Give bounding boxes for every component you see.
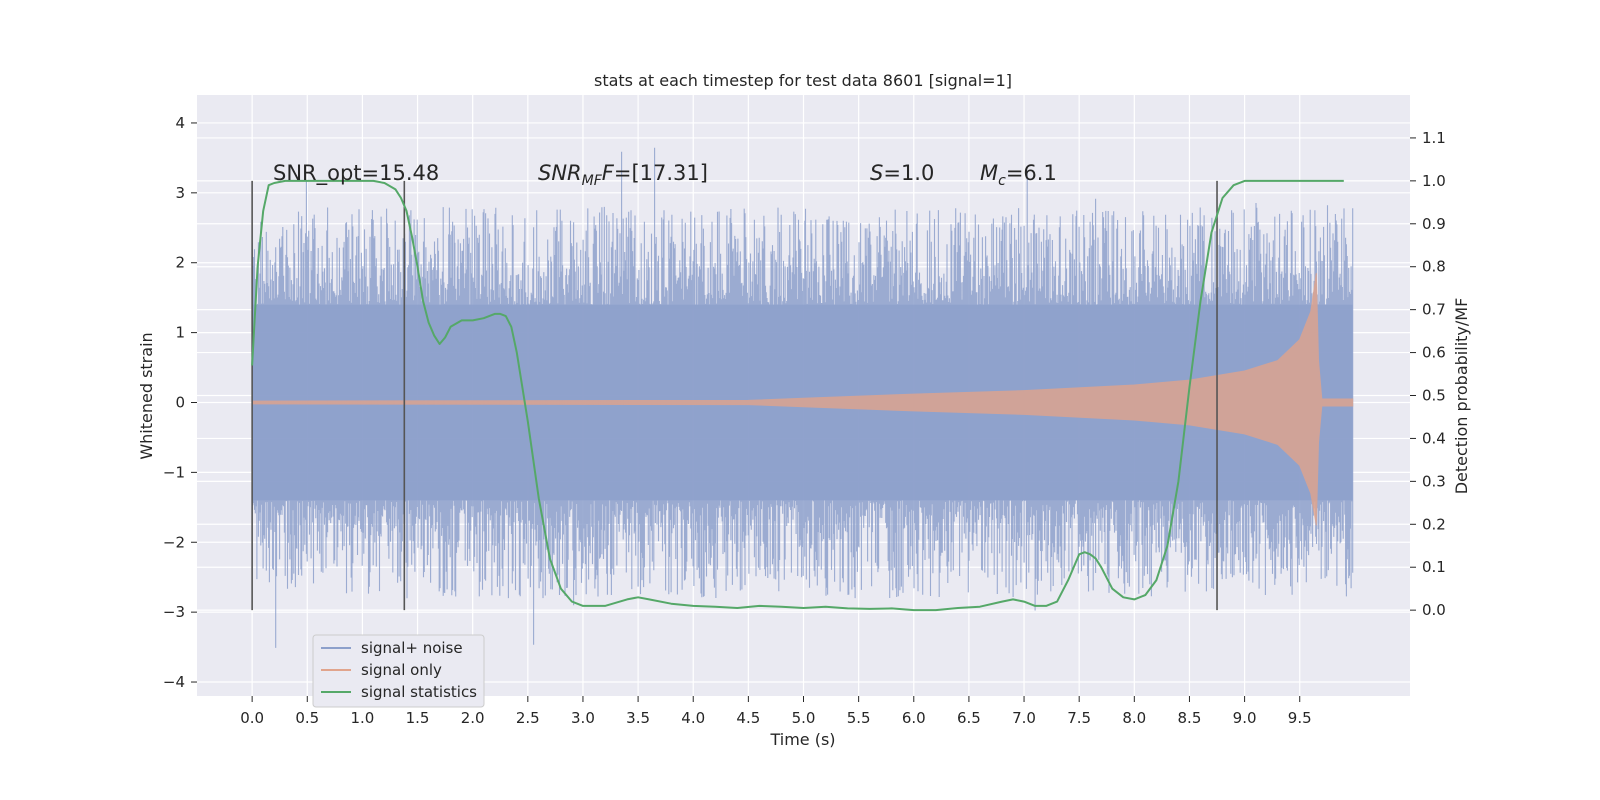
y2-tick-label: 0.1 bbox=[1422, 558, 1446, 576]
x-tick-label: 2.5 bbox=[516, 709, 540, 727]
y-axis-ticks: 4 3 2 1 0 −1 −2 −3 −4 bbox=[163, 114, 197, 691]
y-tick-label: −3 bbox=[163, 603, 185, 621]
statistics-line bbox=[251, 179, 1344, 612]
x-tick-label: 8.0 bbox=[1122, 709, 1146, 727]
y2-tick-label: 0.9 bbox=[1422, 215, 1446, 233]
x-tick-label: 3.0 bbox=[571, 709, 595, 727]
signal-only-series bbox=[251, 273, 1354, 526]
annotation-s-main: S bbox=[870, 161, 883, 185]
y2-tick-label: 0.7 bbox=[1422, 301, 1446, 319]
x-tick-label: 7.0 bbox=[1012, 709, 1036, 727]
legend-box bbox=[312, 634, 485, 708]
y2-tick-label: 0.2 bbox=[1422, 515, 1446, 533]
x-axis-label: Time (s) bbox=[769, 730, 835, 749]
x-tick-label: 7.5 bbox=[1067, 709, 1091, 727]
annotation-snr-mf-f: F bbox=[602, 161, 615, 185]
y2-tick-label: 0.3 bbox=[1422, 472, 1446, 490]
y-tick-label: 3 bbox=[175, 184, 185, 202]
y-tick-label: −4 bbox=[163, 673, 185, 691]
y-tick-label: 2 bbox=[175, 254, 185, 272]
x-tick-label: 1.0 bbox=[350, 709, 374, 727]
y2-tick-label: 0.0 bbox=[1422, 601, 1446, 619]
annotation-snr-mf-sub: MF bbox=[582, 173, 603, 189]
signal-envelope bbox=[251, 273, 1354, 526]
x-tick-label: 8.5 bbox=[1178, 709, 1202, 727]
y-tick-label: 4 bbox=[175, 114, 185, 132]
y2-tick-label: 0.5 bbox=[1422, 387, 1446, 405]
x-axis-ticks: 0.0 0.5 1.0 1.5 2.0 2.5 3.0 3.5 4.0 4.5 5.0 5.5 6.0 6… bbox=[240, 696, 1312, 727]
x-tick-label: 5.5 bbox=[847, 709, 871, 727]
y-tick-label: 0 bbox=[175, 393, 185, 411]
annotation-s: S=1.0 bbox=[870, 161, 934, 185]
x-tick-label: 9.5 bbox=[1288, 709, 1312, 727]
x-tick-label: 3.5 bbox=[626, 709, 650, 727]
x-tick-label: 1.5 bbox=[406, 709, 430, 727]
y2-axis-label: Detection probability/MF bbox=[1452, 298, 1471, 495]
x-tick-label: 2.0 bbox=[461, 709, 485, 727]
annotation-mc-main: M bbox=[980, 161, 998, 185]
x-tick-label: 4.0 bbox=[681, 709, 705, 727]
x-tick-label: 6.5 bbox=[957, 709, 981, 727]
legend: signal+ noise signal only signal statist… bbox=[312, 634, 485, 708]
y2-tick-label: 0.4 bbox=[1422, 429, 1446, 447]
x-tick-label: 4.5 bbox=[736, 709, 760, 727]
y2-tick-label: 0.8 bbox=[1422, 258, 1446, 276]
y-tick-label: 1 bbox=[175, 324, 185, 342]
annotation-mc: Mc=6.1 bbox=[980, 161, 1057, 189]
annotation-mc-rest: =6.1 bbox=[1006, 161, 1057, 185]
annotation-snr-mf: SNRMFF=[17.31] bbox=[538, 161, 708, 189]
x-tick-label: 9.0 bbox=[1233, 709, 1257, 727]
y-axis-label: Whitened strain bbox=[137, 332, 156, 459]
y2-tick-label: 1.1 bbox=[1422, 129, 1446, 147]
annotation-snr-mf-main: SNR bbox=[538, 161, 582, 185]
y2-axis-ticks: 1.1 1.0 0.9 0.8 0.7 0.6 0.5 0.4 0.3 0.2 0.1 0.0 bbox=[1410, 129, 1446, 619]
legend-label-noise: signal+ noise bbox=[361, 639, 463, 657]
annotation-s-rest: =1.0 bbox=[883, 161, 934, 185]
y2-tick-label: 0.6 bbox=[1422, 344, 1446, 362]
x-tick-label: 0.5 bbox=[295, 709, 319, 727]
legend-label-stats: signal statistics bbox=[361, 683, 477, 701]
x-tick-label: 5.0 bbox=[792, 709, 816, 727]
annotation-snr-mf-rest: =[17.31] bbox=[614, 161, 708, 185]
chart-title: stats at each timestep for test data 860… bbox=[594, 71, 1012, 90]
annotation-snr-opt: SNR_opt=15.48 bbox=[273, 161, 439, 186]
x-tick-label: 6.0 bbox=[902, 709, 926, 727]
vertical-markers bbox=[251, 180, 1218, 611]
annotation-mc-sub: c bbox=[998, 173, 1006, 189]
y-tick-label: −1 bbox=[163, 463, 185, 481]
y-tick-label: −2 bbox=[163, 533, 185, 551]
y2-tick-label: 1.0 bbox=[1422, 172, 1446, 190]
legend-label-signal: signal only bbox=[361, 661, 442, 679]
x-tick-label: 0.0 bbox=[240, 709, 264, 727]
signal-statistics-series bbox=[251, 179, 1344, 612]
